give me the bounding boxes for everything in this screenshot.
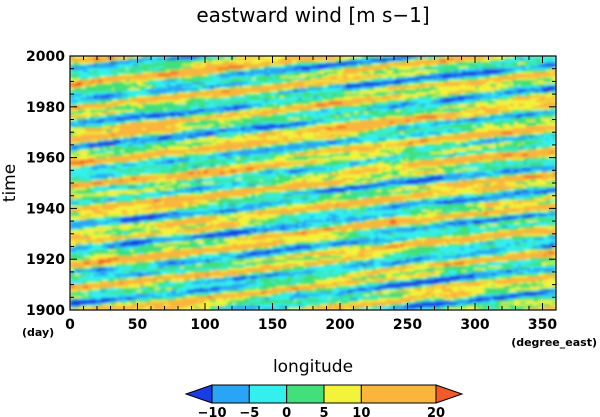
colorbar-tick-label: −5 bbox=[239, 406, 259, 417]
colorbar-tick-label: 20 bbox=[427, 406, 445, 417]
x-tick-label: 350 bbox=[528, 317, 557, 333]
heatmap-field bbox=[70, 56, 556, 310]
colorbar-extend-low bbox=[184, 384, 213, 404]
colorbar-tick-label: 0 bbox=[282, 406, 291, 417]
colorbar-swatch bbox=[323, 384, 362, 404]
y-tick-label: 1980 bbox=[26, 100, 65, 116]
y-tick-label: 1920 bbox=[26, 252, 65, 268]
y-axis-unit: (day) bbox=[22, 326, 54, 339]
x-tick-label: 100 bbox=[190, 317, 219, 333]
colorbar-swatch bbox=[286, 384, 325, 404]
colorbar: −10 −5 0 5 10 20 bbox=[184, 384, 464, 417]
x-axis-unit: (degree_east) bbox=[511, 336, 597, 349]
x-axis: 0 50 100 150 200 250 300 350 bbox=[65, 56, 557, 333]
x-tick-label: 50 bbox=[128, 317, 148, 333]
x-tick-label: 250 bbox=[393, 317, 422, 333]
colorbar-swatch bbox=[248, 384, 288, 404]
colorbar-tick-label: 5 bbox=[319, 406, 328, 417]
colorbar-tick-label: −10 bbox=[198, 406, 227, 417]
colorbar-extend-high bbox=[435, 384, 464, 404]
x-tick-label: 0 bbox=[65, 317, 75, 333]
chart-title: eastward wind [m s−1] bbox=[196, 3, 429, 27]
colorbar-tick-label: 10 bbox=[352, 406, 370, 417]
y-tick-label: 1960 bbox=[26, 151, 65, 167]
x-tick-label: 300 bbox=[460, 317, 489, 333]
y-tick-label: 2000 bbox=[26, 49, 65, 65]
y-tick-label: 1940 bbox=[26, 201, 65, 217]
x-axis-label: longitude bbox=[273, 357, 353, 377]
x-tick-label: 150 bbox=[258, 317, 287, 333]
colorbar-swatch bbox=[211, 384, 250, 404]
y-tick-label: 1900 bbox=[26, 303, 65, 319]
colorbar-swatch bbox=[360, 384, 437, 404]
y-axis: 1900 1920 1940 1960 1980 2000 bbox=[26, 49, 556, 319]
y-axis-label: time bbox=[0, 164, 20, 202]
heatmap-image bbox=[70, 56, 556, 310]
x-tick-label: 200 bbox=[325, 317, 354, 333]
